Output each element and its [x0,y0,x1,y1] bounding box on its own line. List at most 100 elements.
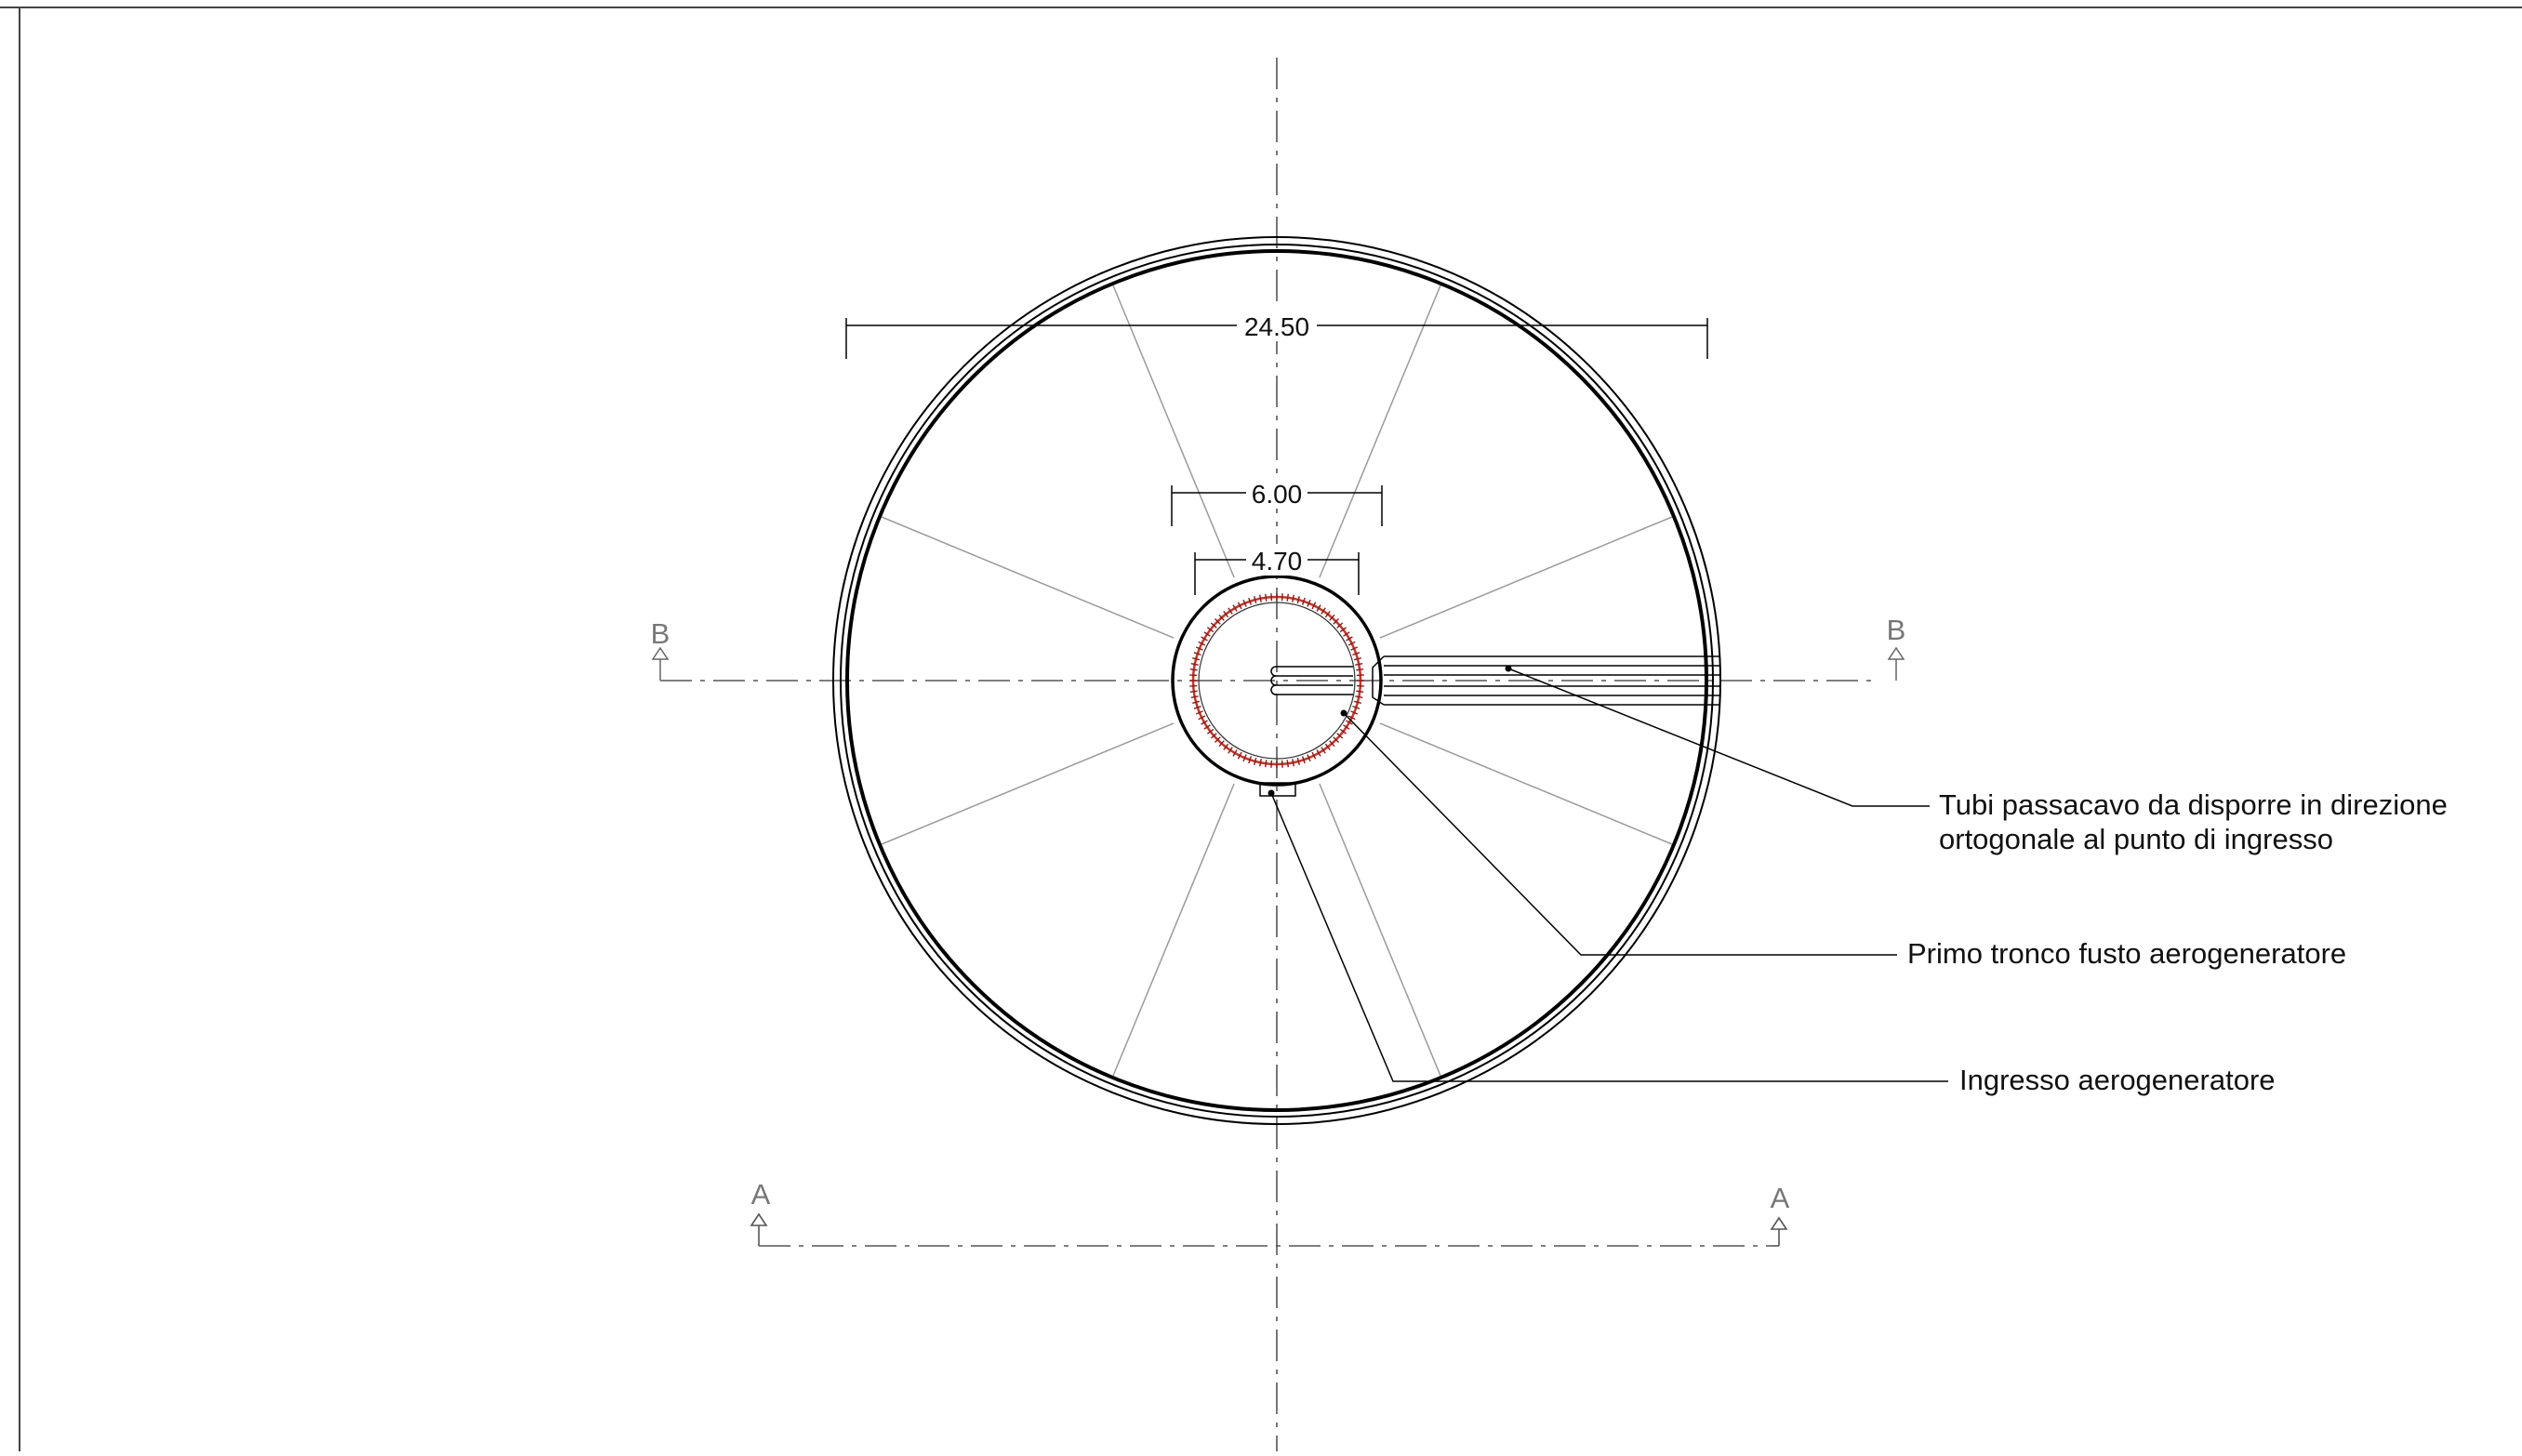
anchor-bolt [1347,715,1356,721]
anchor-bolt [1347,641,1356,646]
anchor-bolt [1296,757,1300,765]
anchor-bolt [1195,646,1203,651]
radial-line [1379,722,1673,845]
anchor-bolt [1232,604,1238,612]
cable-pipes [1270,655,1720,706]
anchor-bolt [1242,754,1247,762]
anchor-bolt [1333,736,1339,743]
anchor-bolt [1355,663,1363,666]
callout-cable-pipes-line2: ortogonale al punto di ingresso [1939,823,2333,855]
callout-tower-section: Primo tronco fusto aerogeneratore [1907,937,2346,970]
anchor-bolt [1254,596,1257,604]
anchor-bolt [1218,614,1225,621]
section-mark-b-left [651,646,670,681]
anchor-bolt [1307,754,1311,762]
anchor-bolt [1223,610,1229,618]
anchor-bolt [1190,695,1199,698]
anchor-bolt [1259,759,1262,767]
radial-line [881,516,1175,639]
anchor-bolt [1355,695,1363,698]
anchor-bolt [1339,728,1347,735]
anchor-bolt [1198,641,1206,646]
anchor-bolt [1286,593,1289,602]
anchor-bolt [1292,759,1294,767]
radial-line [1112,783,1235,1077]
anchor-bolt [1321,607,1326,615]
anchor-bolt [1193,652,1201,656]
anchor-bolt [1346,720,1353,725]
anchor-bolt [1254,757,1257,765]
anchor-bolt [1201,720,1208,725]
anchor-bolt [1242,599,1247,607]
anchor-bolt [1203,724,1211,730]
anchor-bolt [1336,733,1344,739]
anchor-bolt [1343,631,1350,637]
anchor-bolt [1343,724,1350,730]
anchor-bolt [1210,733,1217,739]
anchor-bolt [1324,743,1331,751]
section-label-a-left: A [751,1178,771,1211]
sheet-border [0,7,2522,1451]
anchor-bolt [1311,751,1317,760]
anchor-bolt [1356,674,1364,677]
radial-line [1379,516,1673,639]
anchor-bolt [1321,747,1326,754]
anchor-bolt [1353,700,1361,704]
foundation-outline [832,236,1721,1125]
anchor-bolt [1192,657,1201,661]
callout-cable-pipes-line1: Tubi passacavo da disporre in direzione [1939,788,2448,821]
anchor-bolt [1311,602,1317,610]
anchor-bolt [1356,668,1364,671]
anchor-bolt [1339,627,1347,633]
anchor-bolt [1248,756,1253,764]
entrance-door [1259,782,1296,797]
anchor-bolt [1195,710,1203,715]
anchor-bolt [1350,710,1359,715]
anchor-bolt [1198,715,1206,721]
anchor-bolt [1352,652,1361,656]
anchor-bolt [1301,756,1306,764]
anchor-bolt [1232,749,1238,757]
center-lines [660,58,1871,1451]
pedestal-circle [1171,575,1383,787]
anchor-bolt [1316,749,1321,757]
anchor-bolt [1189,674,1198,677]
anchor-bolt [1307,599,1311,607]
leader-dots [1268,665,1512,797]
anchor-bolt [1265,593,1268,602]
anchor-bolt [1210,622,1217,629]
anchor-bolt [1336,622,1344,629]
anchor-bolt [1223,743,1229,751]
dimension-labels: 24.50 6.00 4.70 [1237,310,1317,576]
anchor-bolt [1215,736,1221,743]
anchor-bolt [1353,657,1361,661]
anchor-bolt [1352,705,1361,709]
section-label-a-right: A [1771,1182,1790,1214]
pedestal [1171,575,1383,797]
radial-lines [881,285,1673,1077]
section-line-a [750,1212,1788,1247]
anchor-bolt [1189,690,1198,693]
anchor-bolt [1350,646,1359,651]
anchor-bolt [1346,636,1353,642]
callout-entrance: Ingresso aerogeneratore [1959,1064,2276,1096]
section-label-b-right: B [1887,614,1906,646]
dimension-outer-diameter: 24.50 [1244,312,1309,341]
anchor-bolt [1248,597,1253,605]
anchor-bolt [1281,760,1283,768]
anchor-bolt [1270,593,1273,602]
anchor-bolt [1190,663,1199,666]
section-label-b-left: B [651,617,670,650]
anchor-bolt [1193,705,1201,709]
anchor-bolt [1206,627,1215,633]
anchor-bolt [1270,760,1273,768]
anchor-bolt [1203,631,1211,637]
anchor-bolt [1356,690,1364,693]
anchor-bolt [1206,728,1215,735]
anchor-bolt [1292,594,1294,602]
anchor-bolt [1259,594,1262,602]
anchor-bolt [1324,610,1331,618]
radial-line [1112,285,1235,578]
